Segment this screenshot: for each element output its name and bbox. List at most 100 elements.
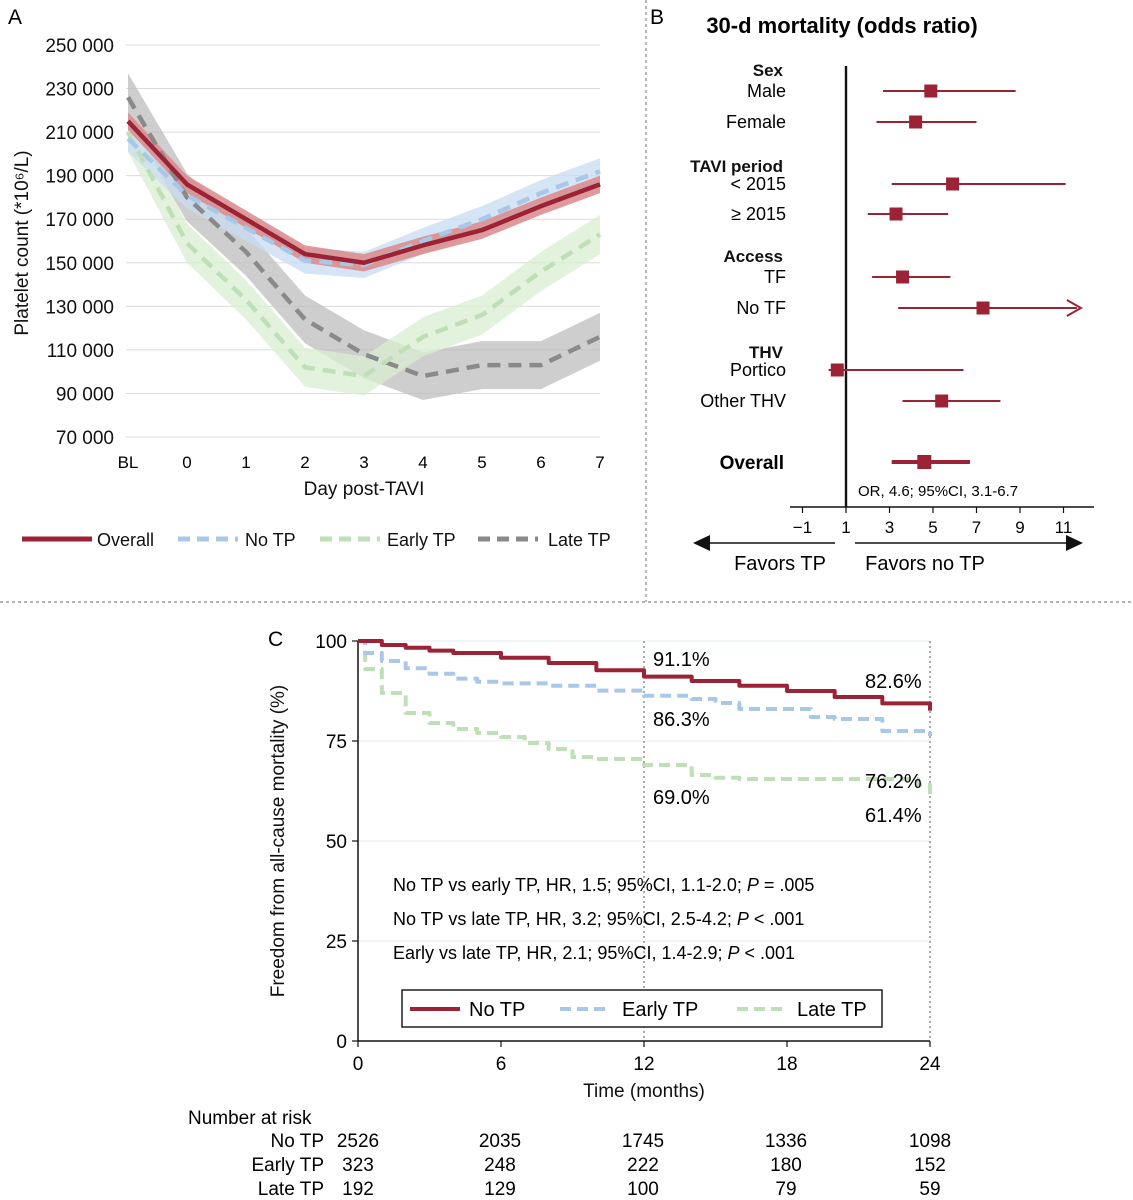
risk-value: 2035 <box>479 1131 521 1152</box>
km-point-label: 76.2% <box>865 771 922 793</box>
forest-overall-label: Overall <box>720 453 784 474</box>
band-no-tp <box>128 125 600 279</box>
panel-a-x-axis-label: Day post-TAVI <box>304 479 425 500</box>
panel-b-overall-or-text: OR, 4.6; 95%CI, 3.1-6.7 <box>858 483 1018 500</box>
km-legend-label-late-tp: Late TP <box>797 999 867 1021</box>
risk-value: 222 <box>627 1155 659 1176</box>
panel-a-y-tick-label: 130 000 <box>45 297 114 318</box>
risk-value: 100 <box>627 1179 659 1200</box>
panel-a-x-tick-label: 2 <box>300 453 309 472</box>
km-curve-no-tp <box>358 639 932 711</box>
legend-label-no-tp: No TP <box>245 530 296 550</box>
risk-value: 1098 <box>909 1131 951 1152</box>
panel-c-axes: 0 25 50 75 100 0 6 12 18 24 <box>315 632 941 1075</box>
panel-a-y-tick-label: 110 000 <box>47 341 114 362</box>
risk-row-label-no-tp: No TP <box>270 1131 324 1152</box>
forest-marker-tf <box>896 270 910 284</box>
panel-a-y-tick-label: 150 000 <box>45 254 114 275</box>
favors-no-tp-label: Favors no TP <box>865 553 985 575</box>
panel-a-x-tick-label: 7 <box>595 453 604 472</box>
panel-a-y-tick-label: 210 000 <box>45 123 114 144</box>
panel-a-x-tick-label: 4 <box>418 453 427 472</box>
legend-label-late-tp: Late TP <box>548 530 611 550</box>
panel-c-y-tick-label: 75 <box>326 732 347 753</box>
hazard-ratio-line: No TP vs early TP, HR, 1.5; 95%CI, 1.1-2… <box>393 875 814 895</box>
risk-value: 1336 <box>765 1131 807 1152</box>
forest-overall-marker <box>917 455 932 469</box>
panel-c-y-tick-label: 25 <box>326 932 347 953</box>
forest-x-tick-label: 3 <box>885 518 894 537</box>
favors-no-tp-arrowhead <box>1066 535 1083 551</box>
line-overall <box>126 119 601 266</box>
panel-b-favors-arrows: Favors TP Favors no TP <box>693 535 1083 575</box>
favors-tp-label: Favors TP <box>734 553 826 575</box>
km-point-label: 82.6% <box>865 671 922 693</box>
km-legend-label-early-tp: Early TP <box>622 999 698 1021</box>
forest-row-label-2015: < 2015 <box>730 174 786 194</box>
panel-a-y-tick-label: 170 000 <box>45 210 114 231</box>
panel-a-x-tick-label: 0 <box>182 453 191 472</box>
risk-value: 129 <box>484 1179 516 1200</box>
risk-value: 59 <box>919 1179 940 1200</box>
band-early-tp <box>128 112 600 396</box>
panel-c-hazard-ratios: No TP vs early TP, HR, 1.5; 95%CI, 1.1-2… <box>393 875 814 963</box>
km-point-label: 69.0% <box>653 787 710 809</box>
risk-value: 248 <box>484 1155 516 1176</box>
km-point-label: 86.3% <box>653 709 710 731</box>
panel-a-legend: Overall No TP Early TP Late TP <box>22 530 611 550</box>
panel-a-x-tick-label: BL <box>118 453 139 472</box>
panel-b-label: B <box>650 6 664 29</box>
km-point-label: 61.4% <box>865 805 922 827</box>
risk-value: 2526 <box>337 1131 379 1152</box>
forest-x-tick-label: 9 <box>1015 518 1024 537</box>
panel-c-gridlines <box>358 640 931 1041</box>
forest-group-header-access: Access <box>723 247 783 266</box>
risk-row-label-late-tp: Late TP <box>258 1179 324 1200</box>
forest-group-header-sex: Sex <box>753 61 784 80</box>
legend-label-early-tp: Early TP <box>387 530 456 550</box>
panel-c-legend: No TP Early TP Late TP <box>401 989 883 1028</box>
forest-marker-portico <box>830 363 844 377</box>
risk-row-label-early-tp: Early TP <box>251 1155 324 1176</box>
panel-a-y-tick-label: 70 000 <box>56 428 114 449</box>
forest-row-label-tf: TF <box>764 267 786 287</box>
line-late-tp <box>126 96 601 379</box>
hazard-ratio-line: No TP vs late TP, HR, 3.2; 95%CI, 2.5-4.… <box>393 909 804 929</box>
panel-a-y-axis-label: Platelet count (*10⁶/L) <box>12 150 33 335</box>
panel-b-title: 30-d mortality (odds ratio) <box>706 13 977 38</box>
forest-x-tick-label: 5 <box>928 518 937 537</box>
forest-row-label-female: Female <box>726 112 786 132</box>
forest-x-tick-label: −1 <box>793 518 812 537</box>
forest-marker-male <box>924 84 938 98</box>
panel-a-x-tick-label: 1 <box>241 453 250 472</box>
forest-row-label-other-thv: Other THV <box>700 391 786 411</box>
panel-a-x-tick-label: 5 <box>477 453 486 472</box>
km-legend-label-no-tp: No TP <box>469 999 525 1021</box>
panel-c-x-tick-label: 6 <box>496 1054 507 1075</box>
forest-ci-arrow <box>1066 299 1083 317</box>
legend-label-overall: Overall <box>97 530 154 550</box>
risk-value: 1745 <box>622 1131 664 1152</box>
risk-value: 79 <box>775 1179 796 1200</box>
panel-c-x-tick-label: 12 <box>633 1054 654 1075</box>
panel-a-confidence-bands <box>128 73 600 400</box>
panel-a-y-tick-label: 230 000 <box>45 80 114 101</box>
panel-a-line-chart: 70 000 90 000 110 000 130 000 150 000 170 000… <box>12 36 611 550</box>
km-point-label: 91.1% <box>653 649 710 671</box>
panel-a-y-tick-label: 250 000 <box>45 36 114 57</box>
risk-value: 192 <box>342 1179 374 1200</box>
forest-x-tick-label: 7 <box>972 518 981 537</box>
forest-group-header-thv: THV <box>749 343 784 362</box>
panel-c-legend-box <box>401 989 883 1028</box>
line-early-tp <box>126 131 602 379</box>
panel-a-series-lines <box>126 96 602 379</box>
favors-tp-arrowhead <box>693 535 710 551</box>
panel-c-y-axis-label: Freedom from all-cause mortality (%) <box>268 685 289 998</box>
panel-b-x-axis: −1 1 3 5 7 9 11 <box>790 506 1094 537</box>
panel-c-x-tick-label: 0 <box>353 1054 364 1075</box>
forest-marker-2015 <box>946 177 960 191</box>
